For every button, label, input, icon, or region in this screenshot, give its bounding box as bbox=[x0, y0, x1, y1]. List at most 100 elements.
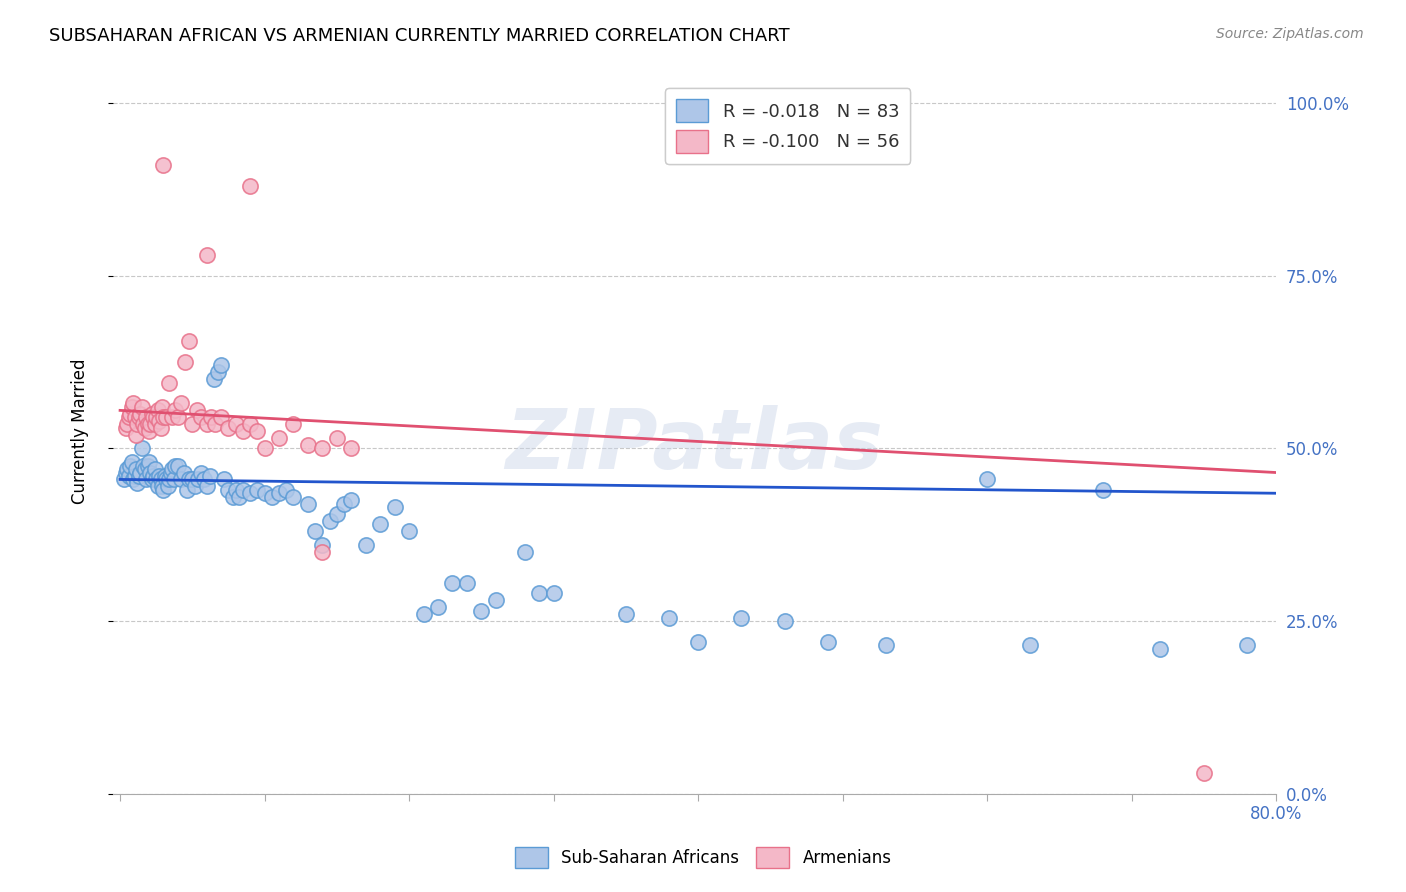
Point bbox=[253, 486, 276, 500]
Point bbox=[157, 376, 180, 390]
Point bbox=[195, 248, 218, 262]
Point bbox=[176, 483, 198, 497]
Point bbox=[1192, 766, 1215, 780]
Point bbox=[163, 403, 186, 417]
Point bbox=[153, 469, 176, 483]
Point bbox=[688, 634, 710, 648]
Point bbox=[132, 417, 155, 432]
Point bbox=[297, 438, 319, 452]
Point bbox=[283, 490, 305, 504]
Point bbox=[155, 410, 177, 425]
Point bbox=[470, 604, 492, 618]
Point bbox=[118, 410, 141, 425]
Point bbox=[150, 479, 173, 493]
Point bbox=[195, 417, 218, 432]
Point bbox=[141, 472, 163, 486]
Point bbox=[304, 524, 326, 539]
Point bbox=[134, 462, 156, 476]
Point bbox=[246, 424, 269, 438]
Point bbox=[1149, 641, 1171, 656]
Point bbox=[184, 479, 207, 493]
Point bbox=[195, 479, 218, 493]
Point bbox=[136, 417, 159, 432]
Point bbox=[129, 466, 152, 480]
Point bbox=[121, 455, 143, 469]
Point bbox=[145, 472, 167, 486]
Point bbox=[228, 490, 250, 504]
Point bbox=[190, 410, 212, 425]
Point bbox=[122, 472, 145, 486]
Point bbox=[148, 469, 170, 483]
Point bbox=[115, 466, 138, 480]
Point bbox=[125, 462, 148, 476]
Point bbox=[412, 607, 434, 621]
Point bbox=[267, 486, 290, 500]
Point bbox=[181, 472, 204, 486]
Point bbox=[222, 490, 245, 504]
Point bbox=[142, 410, 165, 425]
Point bbox=[141, 407, 163, 421]
Text: ZIPatlas: ZIPatlas bbox=[506, 405, 883, 486]
Point bbox=[128, 469, 150, 483]
Point bbox=[146, 479, 169, 493]
Point bbox=[817, 634, 839, 648]
Point bbox=[131, 442, 153, 456]
Point bbox=[209, 359, 232, 373]
Point bbox=[658, 610, 681, 624]
Point bbox=[441, 576, 464, 591]
Legend: Sub-Saharan Africans, Armenians: Sub-Saharan Africans, Armenians bbox=[508, 840, 898, 875]
Point bbox=[129, 407, 152, 421]
Text: SUBSAHARAN AFRICAN VS ARMENIAN CURRENTLY MARRIED CORRELATION CHART: SUBSAHARAN AFRICAN VS ARMENIAN CURRENTLY… bbox=[49, 27, 790, 45]
Point bbox=[163, 458, 186, 473]
Point bbox=[398, 524, 420, 539]
Point bbox=[139, 466, 162, 480]
Point bbox=[136, 458, 159, 473]
Point bbox=[115, 420, 138, 434]
Point bbox=[135, 472, 157, 486]
Point bbox=[135, 410, 157, 425]
Point bbox=[1019, 638, 1042, 652]
Point bbox=[200, 410, 222, 425]
Point bbox=[384, 500, 406, 514]
Point bbox=[239, 486, 262, 500]
Point bbox=[239, 178, 262, 193]
Point bbox=[159, 466, 181, 480]
Point bbox=[297, 497, 319, 511]
Point bbox=[152, 483, 174, 497]
Point bbox=[139, 417, 162, 432]
Point bbox=[155, 472, 177, 486]
Point bbox=[160, 410, 183, 425]
Text: Source: ZipAtlas.com: Source: ZipAtlas.com bbox=[1216, 27, 1364, 41]
Point bbox=[368, 517, 391, 532]
Point bbox=[260, 490, 283, 504]
Point bbox=[311, 442, 333, 456]
Point bbox=[152, 410, 174, 425]
Point bbox=[614, 607, 637, 621]
Point bbox=[128, 410, 150, 425]
Point bbox=[527, 586, 550, 600]
Point bbox=[149, 472, 172, 486]
Point bbox=[456, 576, 478, 591]
Point bbox=[311, 545, 333, 559]
Point bbox=[207, 365, 229, 379]
Point bbox=[976, 472, 998, 486]
Point bbox=[138, 424, 160, 438]
Point bbox=[730, 610, 752, 624]
Point bbox=[170, 396, 193, 410]
Point bbox=[225, 483, 247, 497]
Point bbox=[148, 414, 170, 428]
Point bbox=[121, 400, 143, 414]
Point bbox=[149, 420, 172, 434]
Point bbox=[117, 462, 139, 476]
Point bbox=[246, 483, 269, 497]
Point bbox=[138, 455, 160, 469]
Point bbox=[131, 400, 153, 414]
Point bbox=[125, 427, 148, 442]
Point bbox=[212, 472, 235, 486]
Y-axis label: Currently Married: Currently Married bbox=[72, 359, 89, 504]
Point bbox=[232, 424, 254, 438]
Point bbox=[118, 469, 141, 483]
Point bbox=[253, 442, 276, 456]
Point bbox=[773, 614, 796, 628]
Point bbox=[174, 355, 197, 369]
